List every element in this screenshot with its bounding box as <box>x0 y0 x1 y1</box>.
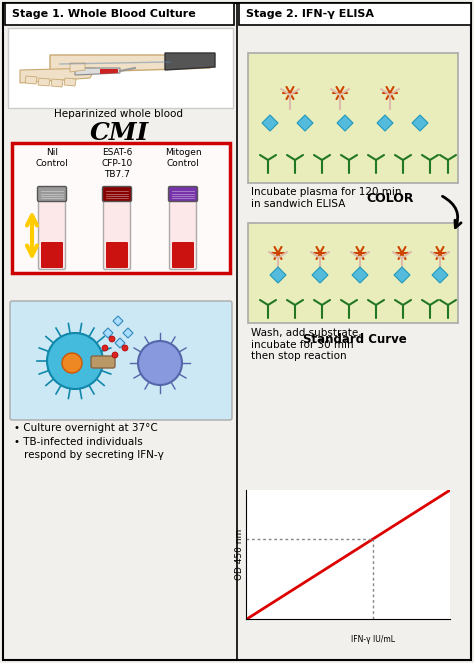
Polygon shape <box>297 115 313 131</box>
Polygon shape <box>38 78 50 86</box>
Polygon shape <box>377 115 393 131</box>
Text: Nil
Control: Nil Control <box>36 148 68 168</box>
Text: • Culture overnight at 37°C: • Culture overnight at 37°C <box>14 423 158 433</box>
FancyBboxPatch shape <box>102 186 131 202</box>
Circle shape <box>122 345 128 351</box>
Polygon shape <box>115 338 125 348</box>
Polygon shape <box>75 68 120 75</box>
Circle shape <box>109 336 115 342</box>
FancyBboxPatch shape <box>8 28 233 108</box>
FancyBboxPatch shape <box>3 3 471 660</box>
Polygon shape <box>113 316 123 326</box>
Text: Standard Curve: Standard Curve <box>303 333 407 346</box>
Text: COLOR: COLOR <box>366 192 414 204</box>
Text: Stage 2. IFN-γ ELISA: Stage 2. IFN-γ ELISA <box>246 9 374 19</box>
Text: Measure OD and
determine IFN-γ levels: Measure OD and determine IFN-γ levels <box>292 545 418 567</box>
Polygon shape <box>51 79 63 87</box>
Text: ESAT-6
CFP-10
TB7.7: ESAT-6 CFP-10 TB7.7 <box>101 148 133 179</box>
Polygon shape <box>270 267 286 283</box>
FancyBboxPatch shape <box>248 223 458 323</box>
FancyBboxPatch shape <box>5 3 234 25</box>
Polygon shape <box>70 63 85 72</box>
Circle shape <box>62 353 82 373</box>
Text: Mitogen
Control: Mitogen Control <box>164 148 201 168</box>
Polygon shape <box>394 267 410 283</box>
Circle shape <box>112 352 118 358</box>
FancyBboxPatch shape <box>172 242 194 268</box>
FancyBboxPatch shape <box>10 301 232 420</box>
FancyBboxPatch shape <box>170 198 197 269</box>
FancyBboxPatch shape <box>248 53 458 183</box>
Polygon shape <box>50 55 215 73</box>
FancyBboxPatch shape <box>41 242 63 268</box>
Polygon shape <box>20 68 95 83</box>
Polygon shape <box>25 76 37 84</box>
FancyBboxPatch shape <box>168 186 198 202</box>
FancyBboxPatch shape <box>12 143 230 273</box>
Text: • TB-infected individuals: • TB-infected individuals <box>14 437 143 447</box>
FancyBboxPatch shape <box>239 3 471 25</box>
Y-axis label: OD 450 nm: OD 450 nm <box>235 529 244 580</box>
Circle shape <box>102 345 108 351</box>
Circle shape <box>138 341 182 385</box>
Polygon shape <box>100 69 118 74</box>
Text: Heparinized whole blood: Heparinized whole blood <box>55 109 183 119</box>
FancyBboxPatch shape <box>91 356 115 368</box>
Text: IFN-γ IU/mL: IFN-γ IU/mL <box>351 634 395 644</box>
Polygon shape <box>412 115 428 131</box>
Polygon shape <box>337 115 353 131</box>
Text: CMI: CMI <box>90 121 149 145</box>
FancyBboxPatch shape <box>103 198 130 269</box>
FancyBboxPatch shape <box>106 242 128 268</box>
FancyBboxPatch shape <box>38 198 65 269</box>
FancyBboxPatch shape <box>37 186 66 202</box>
Circle shape <box>47 333 103 389</box>
Polygon shape <box>103 328 113 338</box>
Polygon shape <box>432 267 448 283</box>
Polygon shape <box>262 115 278 131</box>
Text: Stage 1. Whole Blood Culture: Stage 1. Whole Blood Culture <box>12 9 196 19</box>
Text: respond by secreting IFN-γ: respond by secreting IFN-γ <box>24 450 164 460</box>
Text: Incubate plasma for 120 min
in sandwich ELISA: Incubate plasma for 120 min in sandwich … <box>251 187 401 209</box>
Polygon shape <box>123 328 133 338</box>
Polygon shape <box>165 53 215 70</box>
Text: Wash, add substrate,
incubate for 30 min
then stop reaction: Wash, add substrate, incubate for 30 min… <box>251 328 362 361</box>
Polygon shape <box>64 78 76 86</box>
Polygon shape <box>352 267 368 283</box>
Polygon shape <box>312 267 328 283</box>
